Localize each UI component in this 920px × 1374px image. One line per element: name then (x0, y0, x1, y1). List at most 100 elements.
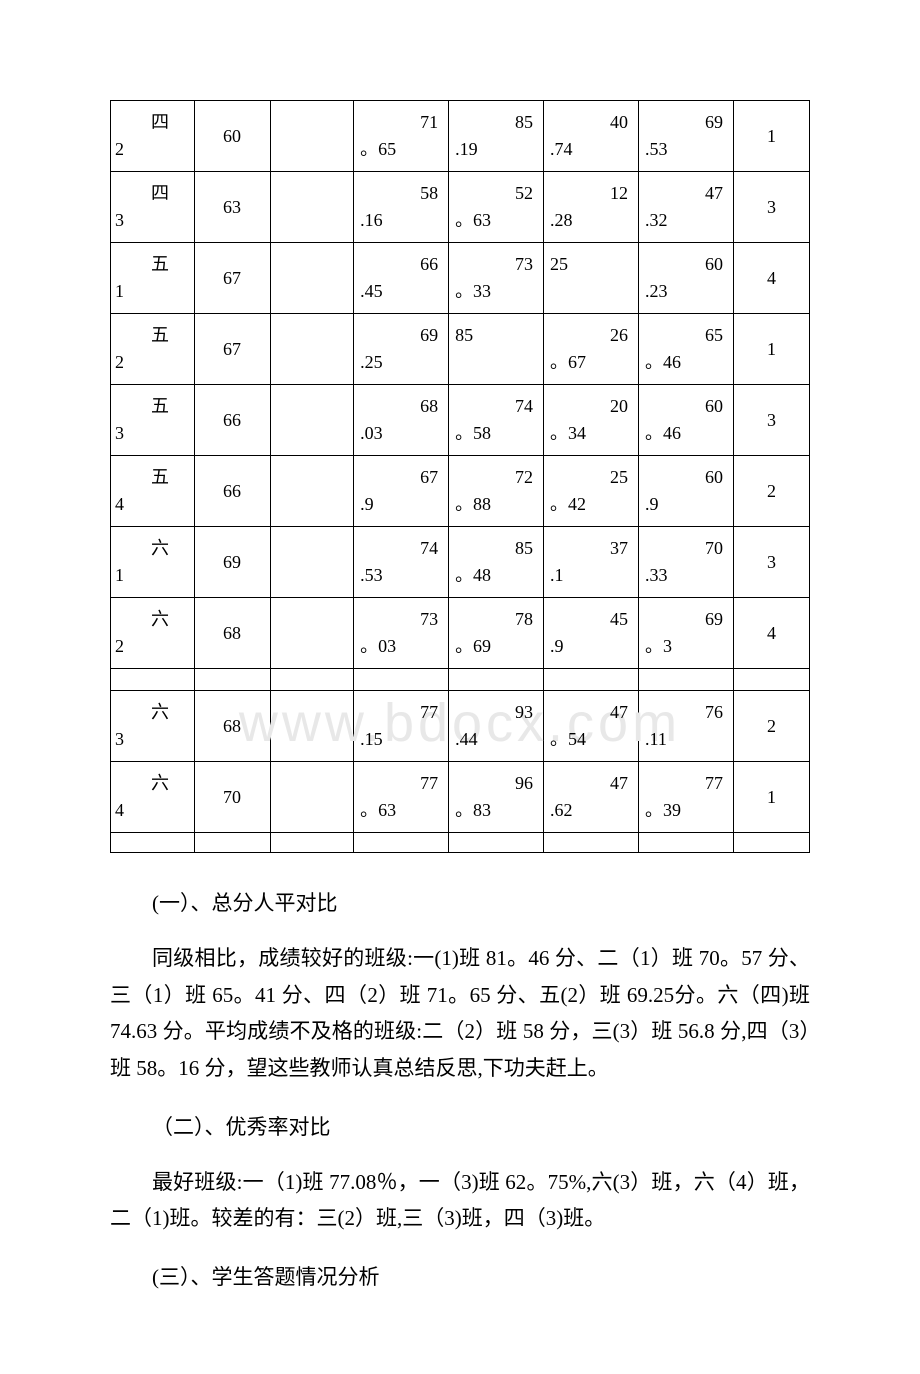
value-dec: .1 (548, 562, 634, 589)
spacer-cell (194, 669, 270, 691)
rank-cell: 2 (733, 691, 809, 762)
rank-cell: 1 (733, 314, 809, 385)
value-int: 60 (643, 393, 729, 420)
value-dec: .62 (548, 797, 634, 824)
value-int: 45 (548, 606, 634, 633)
blank-cell (270, 691, 354, 762)
class-no: 3 (115, 420, 190, 447)
class-cell: 六1 (111, 527, 195, 598)
value-int: 60 (643, 464, 729, 491)
blank-cell (270, 385, 354, 456)
value-dec: 。46 (643, 349, 729, 376)
value-int: 25 (548, 464, 634, 491)
value-dec: 。34 (548, 420, 634, 447)
value-int: 77 (358, 770, 444, 797)
spacer-cell (544, 669, 639, 691)
value-cell: 85。48 (449, 527, 544, 598)
score-table: 四26071。6585.1940.7469.531四36358.1652。631… (110, 100, 810, 853)
value-cell: 67.9 (354, 456, 449, 527)
class-no: 2 (115, 349, 190, 376)
value-cell: 65。46 (639, 314, 734, 385)
value-dec: .33 (643, 562, 729, 589)
spacer-cell (270, 833, 354, 853)
value-int: 73 (358, 606, 444, 633)
rank-cell: 1 (733, 762, 809, 833)
rank-cell: 3 (733, 527, 809, 598)
spacer-cell (354, 833, 449, 853)
spacer-cell (111, 833, 195, 853)
value-dec: 。65 (358, 136, 444, 163)
value-cell: 40.74 (544, 101, 639, 172)
count-cell: 60 (194, 101, 270, 172)
class-cn: 六 (115, 535, 190, 562)
value-int: 74 (358, 535, 444, 562)
class-cn: 五 (115, 251, 190, 278)
table-row: www.bdocx.com六36877.1593.4447。5476.112 (111, 691, 810, 762)
spacer-cell (733, 669, 809, 691)
value-cell: 71。65 (354, 101, 449, 172)
count-cell: 67 (194, 243, 270, 314)
value-dec: .11 (643, 726, 729, 753)
value-int: 65 (643, 322, 729, 349)
value-cell: 69.25 (354, 314, 449, 385)
value-dec: 。63 (358, 797, 444, 824)
value-dec: 。33 (453, 278, 539, 305)
value-cell: 25 (544, 243, 639, 314)
value-cell: 52。63 (449, 172, 544, 243)
section-3-heading: (三）、学生答题情况分析 (110, 1259, 810, 1296)
value-int: 12 (548, 180, 634, 207)
count-cell: 66 (194, 456, 270, 527)
value-cell: 74。58 (449, 385, 544, 456)
value-int: 67 (358, 464, 444, 491)
value-cell: 73。03 (354, 598, 449, 669)
spacer-cell (639, 833, 734, 853)
class-no: 4 (115, 491, 190, 518)
class-no: 1 (115, 278, 190, 305)
value-dec: 。69 (453, 633, 539, 660)
value-int: 72 (453, 464, 539, 491)
count-cell: 70 (194, 762, 270, 833)
value-cell: 47。54 (544, 691, 639, 762)
value-dec: .28 (548, 207, 634, 234)
value-dec: .74 (548, 136, 634, 163)
value-int: 20 (548, 393, 634, 420)
value-cell: 47.32 (639, 172, 734, 243)
spacer-cell (544, 833, 639, 853)
count-cell: 63 (194, 172, 270, 243)
value-dec: .44 (453, 726, 539, 753)
value-cell: 26。67 (544, 314, 639, 385)
value-dec: 。88 (453, 491, 539, 518)
value-cell: 60.23 (639, 243, 734, 314)
rank-cell: 3 (733, 172, 809, 243)
value-int: 47 (643, 180, 729, 207)
spacer-cell (449, 833, 544, 853)
value-cell: 74.53 (354, 527, 449, 598)
value-cell: 60.9 (639, 456, 734, 527)
value-cell: 45.9 (544, 598, 639, 669)
value-int: 68 (358, 393, 444, 420)
value-int: 60 (643, 251, 729, 278)
class-cell: 四3 (111, 172, 195, 243)
value-int: 40 (548, 109, 634, 136)
table-row: 六47077。6396。8347.6277。391 (111, 762, 810, 833)
blank-cell (270, 101, 354, 172)
section-2-para: 最好班级:一（1)班 77.08％，一（3)班 62。75%,六(3）班，六（4… (110, 1164, 810, 1238)
value-dec: .45 (358, 278, 444, 305)
table-row: 五46667.972。8825。4260.92 (111, 456, 810, 527)
value-cell: 78。69 (449, 598, 544, 669)
value-cell: 58.16 (354, 172, 449, 243)
value-int: 85 (453, 535, 539, 562)
class-cell: 四2 (111, 101, 195, 172)
value-int: 76 (643, 699, 729, 726)
value-int: 66 (358, 251, 444, 278)
count-cell: 66 (194, 385, 270, 456)
blank-cell (270, 456, 354, 527)
value-int: 93 (453, 699, 539, 726)
blank-cell (270, 527, 354, 598)
value-cell: 60。46 (639, 385, 734, 456)
value-dec: 。39 (643, 797, 729, 824)
count-cell: 69 (194, 527, 270, 598)
count-cell: 68 (194, 691, 270, 762)
value-dec: 。83 (453, 797, 539, 824)
class-cell: 五1 (111, 243, 195, 314)
